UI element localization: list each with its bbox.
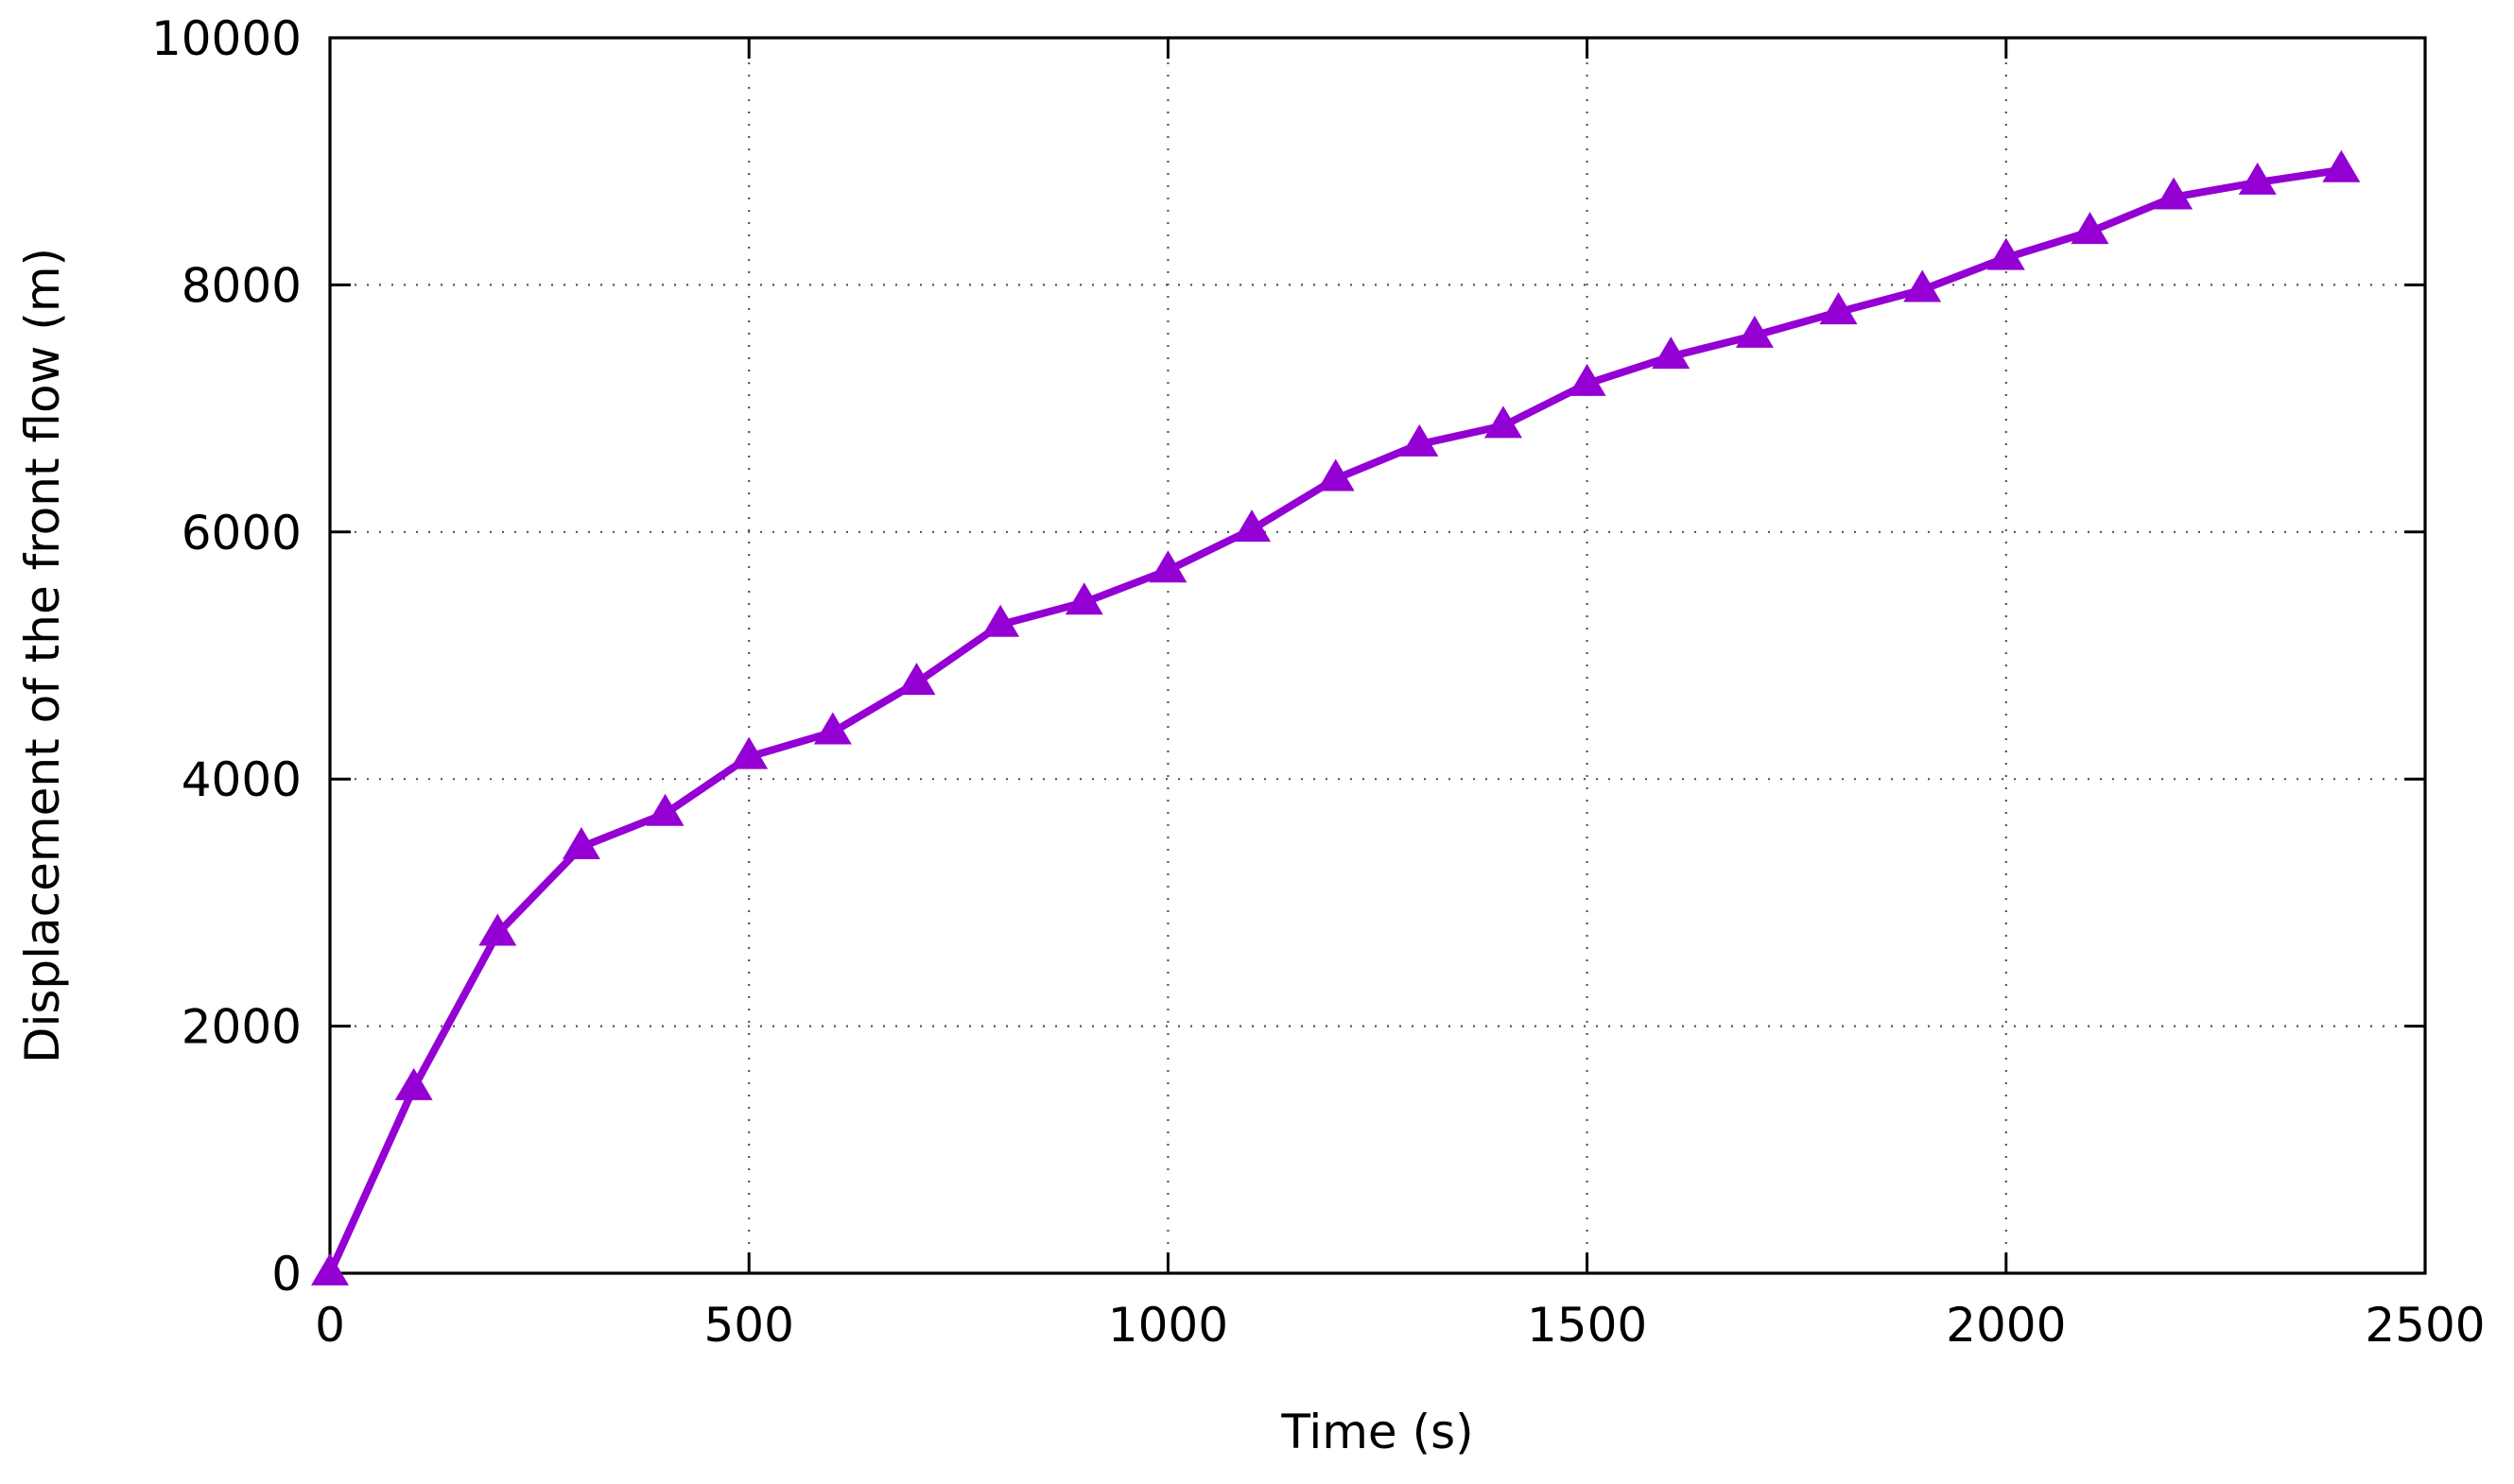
y-tick-label: 8000 — [182, 258, 302, 313]
y-tick-label: 10000 — [151, 11, 302, 66]
x-tick-label: 500 — [703, 1298, 793, 1353]
data-point-marker — [1735, 315, 1774, 348]
data-point-marker — [897, 663, 936, 696]
data-point-marker — [2238, 162, 2277, 195]
data-point-marker — [813, 712, 852, 745]
data-point-marker — [2155, 177, 2193, 210]
data-point-marker — [1819, 292, 1858, 325]
data-point-marker — [1652, 336, 1690, 370]
data-point-marker — [646, 793, 685, 826]
plot-frame — [328, 36, 2427, 1275]
x-tick-label: 0 — [315, 1298, 345, 1353]
x-axis-title: Time (s) — [1280, 1405, 1473, 1459]
y-tick-label: 6000 — [182, 506, 302, 561]
data-point-marker — [1316, 458, 1355, 492]
y-tick-labels: 0 2000 4000 6000 8000 10000 — [151, 11, 302, 1302]
data-point-marker — [2071, 212, 2109, 245]
x-tick-labels: 0 500 1000 1500 2000 2500 — [315, 1298, 2486, 1353]
x-tick-label: 2000 — [1946, 1298, 2066, 1353]
data-point-marker — [1903, 269, 1942, 302]
data-point-marker — [2322, 149, 2361, 182]
data-point-marker — [394, 1067, 433, 1100]
series — [311, 149, 2361, 1286]
data-point-marker — [1568, 363, 1606, 396]
y-tick-label: 2000 — [182, 1000, 302, 1055]
data-point-marker — [730, 736, 769, 769]
data-point-marker — [1149, 550, 1188, 583]
series-0 — [311, 149, 2361, 1286]
data-point-marker — [311, 1252, 349, 1286]
x-tick-label: 1000 — [1108, 1298, 1228, 1353]
x-tick-label: 1500 — [1527, 1298, 1647, 1353]
grid — [330, 38, 2425, 1273]
y-tick-label: 4000 — [182, 752, 302, 807]
data-point-marker — [1065, 582, 1103, 615]
data-point-marker — [478, 913, 517, 946]
data-point-marker — [981, 604, 1020, 637]
y-tick-label: 0 — [271, 1247, 302, 1302]
data-point-marker — [1483, 406, 1522, 439]
x-tick-label: 2500 — [2365, 1298, 2485, 1353]
data-point-marker — [1400, 423, 1439, 457]
y-axis-title: Displacement of the front flow (m) — [15, 248, 70, 1063]
series-line — [326, 165, 2346, 1277]
data-point-marker — [562, 827, 600, 860]
data-point-marker — [1233, 509, 1272, 543]
data-point-marker — [1986, 237, 2025, 270]
